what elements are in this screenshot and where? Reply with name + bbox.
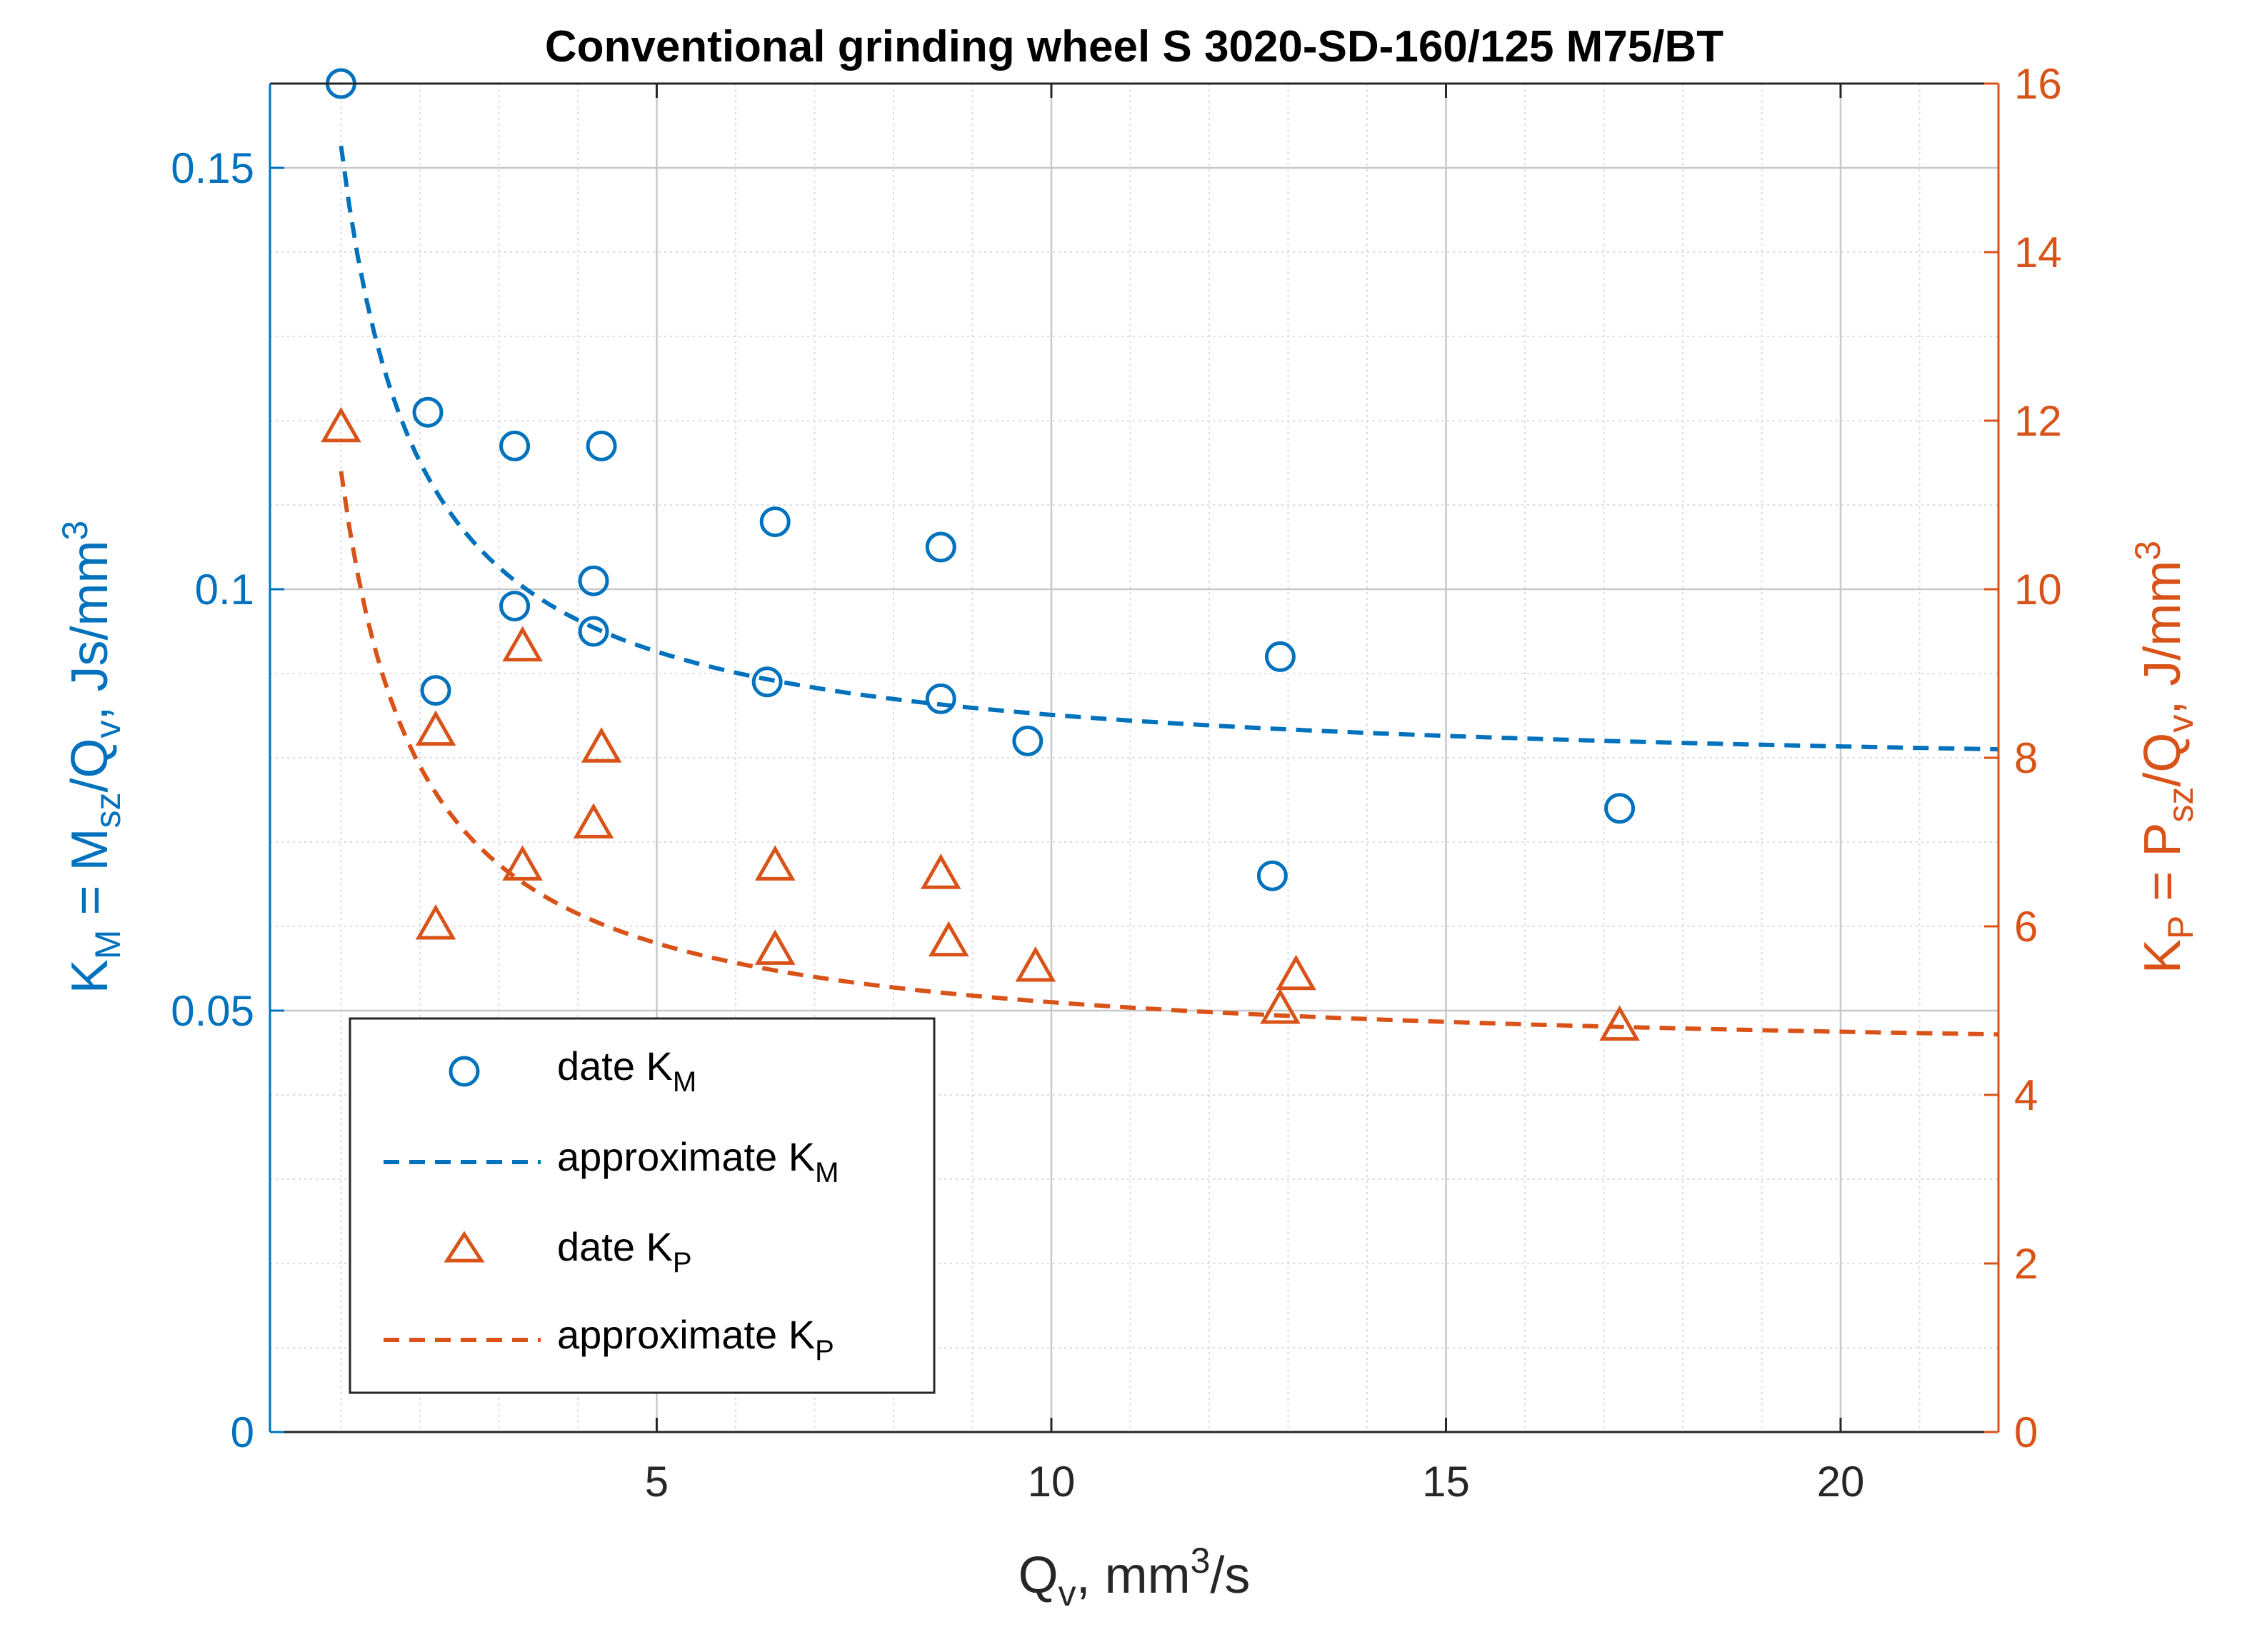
legend-box — [349, 1017, 936, 1394]
y-right-tick-label: 0 — [2014, 1408, 2038, 1456]
legend-entry-approximate-kp: approximate KP — [384, 1312, 834, 1366]
x-axis-label: Qv, mm3/s — [1019, 1541, 1251, 1613]
legend-label-date-kp: date KP — [557, 1224, 692, 1278]
kp-data-point — [754, 929, 796, 965]
approximate-kp-curve — [339, 471, 1999, 1037]
legend-circle-marker-icon — [449, 1056, 480, 1087]
kp-data-point — [920, 853, 961, 889]
legend-label-date-km: date KM — [557, 1043, 696, 1098]
y-right-tick-label: 4 — [2014, 1071, 2038, 1119]
km-data-point — [925, 531, 956, 563]
kp-data-point — [502, 845, 543, 881]
km-data-point — [759, 506, 791, 538]
km-data-point — [751, 666, 783, 698]
legend-entry-date-kp: date KP — [444, 1224, 692, 1278]
kp-data-point — [1260, 988, 1301, 1024]
kp-data-point — [1599, 1005, 1640, 1041]
y-left-tick-label: 0.05 — [171, 987, 254, 1035]
kp-data-point — [502, 626, 543, 662]
y-left-tick-label: 0.15 — [171, 144, 254, 192]
chart-title: Conventional grinding wheel S 3020-SD-16… — [545, 22, 1723, 71]
kp-data-point — [573, 803, 614, 838]
legend-label-approximate-kp: approximate KP — [557, 1312, 834, 1366]
x-tick-label: 15 — [1422, 1458, 1470, 1506]
km-data-point — [578, 565, 609, 596]
kp-data-point — [1015, 946, 1056, 982]
km-data-point — [1012, 725, 1044, 756]
km-data-point — [578, 616, 609, 647]
kp-data-point — [929, 921, 969, 957]
kp-data-point — [1276, 954, 1316, 991]
km-data-point — [586, 430, 617, 461]
curve-layer — [339, 145, 1999, 1037]
legend-label-approximate-km: approximate KM — [557, 1134, 839, 1188]
y-right-tick-label: 14 — [2014, 229, 2062, 276]
grid-layer — [270, 84, 1999, 1433]
kp-data-point — [415, 710, 456, 746]
y-right-tick-label: 12 — [2014, 397, 2062, 445]
y-axis-left-label: KM = Msz/Qv, Js/mm3 — [55, 521, 128, 994]
kp-data-point — [754, 845, 796, 881]
legend-entry-approximate-km: approximate KM — [384, 1134, 839, 1188]
y-right-tick-label: 6 — [2014, 903, 2038, 951]
kp-data-point — [321, 406, 361, 443]
y-axis-right-label: KP = Psz/Qv, J/mm3 — [2128, 541, 2201, 973]
kp-data-point — [415, 903, 456, 940]
axes-layer: 5 10 15 20 0 0.05 0.1 0.15 0 2 4 6 8 10 12 14 16 — [171, 60, 2062, 1506]
legend-entry-date-km: date KM — [449, 1043, 696, 1098]
y-right-tick-label: 16 — [2014, 60, 2062, 108]
legend-triangle-marker-icon — [444, 1231, 485, 1263]
km-data-point — [925, 683, 956, 714]
y-right-tick-label: 10 — [2014, 566, 2062, 614]
y-right-tick-label: 8 — [2014, 734, 2038, 782]
legend: date KM approximate KM date KP approxima… — [349, 1017, 936, 1394]
km-data-point — [412, 396, 444, 428]
x-tick-label: 10 — [1028, 1458, 1076, 1506]
y-left-tick-label: 0.1 — [195, 566, 254, 614]
y-left-tick-label: 0 — [231, 1408, 254, 1456]
km-data-point — [499, 591, 531, 622]
y-right-tick-label: 2 — [2014, 1240, 2038, 1288]
km-data-point — [499, 430, 531, 461]
approximate-km-curve — [339, 145, 1999, 752]
km-data-point — [1264, 641, 1296, 672]
km-data-point — [1256, 860, 1288, 891]
km-data-point — [1604, 793, 1636, 824]
kp-data-point — [581, 727, 622, 763]
x-tick-label: 20 — [1817, 1458, 1865, 1506]
x-tick-label: 5 — [645, 1458, 669, 1506]
km-data-point — [420, 675, 451, 706]
